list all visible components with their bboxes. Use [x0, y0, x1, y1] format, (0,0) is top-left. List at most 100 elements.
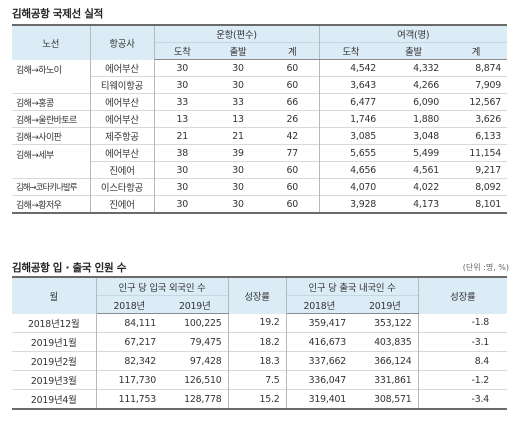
- flights-total-cell: 66: [266, 93, 320, 111]
- table-row: 김해→홍콩 에어부산 33 33 66 6,477 6,090 12,567: [12, 93, 508, 111]
- month-cell: 2018년12월: [12, 313, 97, 333]
- flights-arrive-cell: 30: [176, 198, 189, 210]
- flights-depart-header: 출발: [210, 42, 266, 60]
- passengers-total-cell: 6,133: [475, 130, 502, 142]
- flights-total-cell: 42: [266, 127, 320, 145]
- passengers-arrive-cell: 1,746: [350, 113, 376, 125]
- passengers-total-cell: 8,101: [475, 198, 502, 210]
- table-row: 2019년4월 111,753 128,778 15.2 319,401 308…: [12, 389, 508, 409]
- flights-depart-cell: 21: [232, 130, 244, 142]
- flights-arrive-cell: 21: [176, 130, 189, 142]
- flights-arrive-cell: 30: [176, 181, 189, 193]
- flights-header: 운항(편수): [154, 24, 320, 43]
- international-flights-table: 노선 항공사 운항(편수) 여객(명) 도착 출발 계 도착 출발 계 김해→하…: [12, 24, 508, 214]
- inbound-2019-cell: 79,475: [162, 332, 229, 352]
- airline-cell: 에어부산: [90, 93, 155, 111]
- route-cell: 김해→하노이: [12, 59, 91, 94]
- flights-total-cell: 26: [266, 110, 320, 128]
- flights-arrive-cell: 38: [176, 147, 189, 159]
- passengers-arrive-header: 도착: [319, 42, 382, 60]
- table-row: 김해→울란바토르 에어부산 13 13 26 1,746 1,880 3,626: [12, 110, 508, 128]
- passengers-arrive-cell: 6,477: [350, 96, 376, 108]
- outbound-growth-cell: -3.4: [471, 393, 490, 405]
- outbound-2018-header: 2018년: [286, 295, 353, 314]
- flights-arrive-cell: 30: [176, 62, 189, 74]
- passengers-arrive-cell: 4,070: [350, 181, 376, 193]
- outbound-growth-header: 성장률: [418, 276, 508, 314]
- passengers-total-cell: 9,217: [475, 164, 502, 176]
- flights-total-header: 계: [266, 42, 320, 60]
- table-row: 2018년12월 84,111 100,225 19.2 359,417 353…: [12, 313, 508, 333]
- inbound-2019-cell: 128,778: [162, 389, 229, 409]
- flights-total-cell: 60: [266, 178, 320, 196]
- passengers-depart-cell: 4,266: [413, 79, 439, 91]
- route-cell: 김해→사이판: [12, 127, 91, 145]
- passengers-depart-cell: 3,048: [413, 130, 439, 142]
- immigration-count-table: 월 인구 당 입국 외국인 수 성장률 인구 당 출국 내국인 수 성장률 20…: [12, 276, 508, 410]
- table-row: 김해→황저우 진에어 30 30 60 3,928 4,173 8,101: [12, 195, 508, 213]
- inbound-growth-cell: 19.2: [228, 313, 287, 333]
- unit-note: (단위 :명, %): [462, 263, 509, 272]
- month-header: 월: [12, 276, 97, 314]
- inbound-foreigners-header: 인구 당 입국 외국인 수: [96, 276, 229, 296]
- passengers-arrive-cell: 4,542: [350, 62, 376, 74]
- inbound-growth-cell: 18.2: [228, 332, 287, 352]
- outbound-2018-cell: 337,662: [308, 355, 347, 367]
- passengers-arrive-cell: 4,656: [350, 164, 376, 176]
- passengers-total-cell: 7,909: [475, 79, 502, 91]
- flights-total-cell: 77: [266, 144, 320, 162]
- outbound-2019-header: 2019년: [352, 295, 419, 314]
- passengers-total-cell: 12,567: [469, 96, 502, 108]
- table-row: 김해→하노이 에어부산 30 30 60 4,542 4,332 8,874: [12, 59, 508, 94]
- route-cell: 김해→황저우: [12, 195, 91, 213]
- outbound-2019-cell: 366,124: [352, 351, 419, 371]
- airline-cell: 이스타항공: [90, 178, 155, 196]
- outbound-growth-cell: -1.2: [471, 374, 490, 386]
- table-row: 2019년2월 82,342 97,428 18.3 337,662 366,1…: [12, 351, 508, 371]
- outbound-growth-cell: -1.8: [471, 317, 490, 329]
- table-row: 2019년3월 117,730 126,510 7.5 336,047 331,…: [12, 370, 508, 390]
- outbound-2018-cell: 359,417: [308, 317, 347, 329]
- airline-cell: 진에어: [90, 195, 155, 213]
- flights-arrive-header: 도착: [154, 42, 210, 60]
- passengers-arrive-cell: 3,643: [350, 79, 376, 91]
- outbound-2019-cell: 403,835: [352, 332, 419, 352]
- outbound-nationals-header: 인구 당 출국 내국인 수: [286, 276, 419, 296]
- airline-header: 항공사: [90, 24, 155, 60]
- passengers-depart-cell: 4,332: [413, 62, 439, 74]
- inbound-2018-cell: 82,342: [124, 355, 156, 367]
- airline-cell: 에어부산: [90, 110, 155, 128]
- inbound-growth-cell: 7.5: [228, 370, 287, 390]
- month-cell: 2019년1월: [12, 332, 97, 352]
- flights-total-cell: 60: [266, 76, 320, 94]
- flights-depart-cell: 30: [232, 79, 244, 91]
- route-cell: 김해→코타키나발루: [12, 178, 91, 196]
- outbound-2019-cell: 308,571: [352, 389, 419, 409]
- outbound-2019-cell: 331,861: [352, 370, 419, 390]
- inbound-2018-header: 2018년: [96, 295, 162, 314]
- outbound-growth-cell: -3.1: [471, 336, 490, 348]
- passengers-depart-cell: 4,561: [413, 164, 439, 176]
- table-row: 김해→코타키나발루 이스타항공 30 30 60 4,070 4,022 8,0…: [12, 178, 508, 196]
- inbound-2019-cell: 126,510: [162, 370, 229, 390]
- outbound-2019-cell: 353,122: [352, 313, 419, 333]
- inbound-growth-cell: 15.2: [228, 389, 287, 409]
- flights-arrive-cell: 13: [176, 113, 189, 125]
- airline-cell: 제주항공: [90, 127, 155, 145]
- flights-total-cell: 60: [266, 161, 320, 179]
- route-cell: 김해→울란바토르: [12, 110, 91, 128]
- passengers-arrive-cell: 3,928: [350, 198, 376, 210]
- flights-depart-cell: 30: [232, 198, 244, 210]
- inbound-2019-header: 2019년: [162, 295, 229, 314]
- airline-cell: 진에어: [90, 161, 155, 179]
- passengers-total-cell: 11,154: [469, 147, 502, 159]
- passengers-arrive-cell: 3,085: [350, 130, 376, 142]
- passengers-depart-cell: 6,090: [413, 96, 439, 108]
- outbound-2018-cell: 416,673: [308, 336, 347, 348]
- airline-cell: 에어부산: [90, 144, 155, 162]
- flights-depart-cell: 30: [232, 164, 244, 176]
- passengers-total-cell: 8,092: [475, 181, 502, 193]
- flights-depart-cell: 13: [232, 113, 244, 125]
- passengers-depart-cell: 5,499: [413, 147, 439, 159]
- route-cell: 김해→홍콩: [12, 93, 91, 111]
